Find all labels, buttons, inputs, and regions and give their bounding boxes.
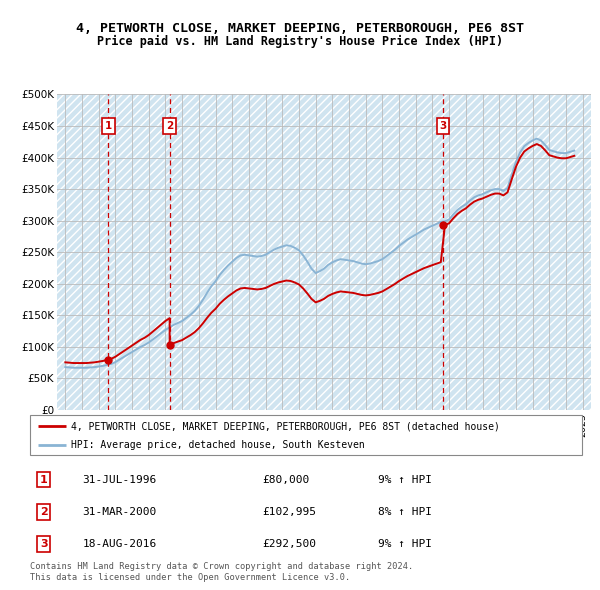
Text: 4, PETWORTH CLOSE, MARKET DEEPING, PETERBOROUGH, PE6 8ST: 4, PETWORTH CLOSE, MARKET DEEPING, PETER… bbox=[76, 22, 524, 35]
Text: 2: 2 bbox=[166, 121, 173, 131]
Text: 31-MAR-2000: 31-MAR-2000 bbox=[82, 507, 157, 517]
Text: £102,995: £102,995 bbox=[262, 507, 316, 517]
Text: 2: 2 bbox=[40, 507, 47, 517]
Text: 3: 3 bbox=[439, 121, 446, 131]
Text: 18-AUG-2016: 18-AUG-2016 bbox=[82, 539, 157, 549]
Text: 9% ↑ HPI: 9% ↑ HPI bbox=[378, 475, 432, 484]
Text: 1: 1 bbox=[40, 475, 47, 484]
Text: 31-JUL-1996: 31-JUL-1996 bbox=[82, 475, 157, 484]
Text: £292,500: £292,500 bbox=[262, 539, 316, 549]
Text: Price paid vs. HM Land Registry's House Price Index (HPI): Price paid vs. HM Land Registry's House … bbox=[97, 35, 503, 48]
Text: 8% ↑ HPI: 8% ↑ HPI bbox=[378, 507, 432, 517]
Text: 1: 1 bbox=[105, 121, 112, 131]
Text: 4, PETWORTH CLOSE, MARKET DEEPING, PETERBOROUGH, PE6 8ST (detached house): 4, PETWORTH CLOSE, MARKET DEEPING, PETER… bbox=[71, 421, 500, 431]
Text: HPI: Average price, detached house, South Kesteven: HPI: Average price, detached house, Sout… bbox=[71, 440, 365, 450]
Text: This data is licensed under the Open Government Licence v3.0.: This data is licensed under the Open Gov… bbox=[30, 573, 350, 582]
FancyBboxPatch shape bbox=[30, 415, 582, 455]
Text: Contains HM Land Registry data © Crown copyright and database right 2024.: Contains HM Land Registry data © Crown c… bbox=[30, 562, 413, 571]
Text: 9% ↑ HPI: 9% ↑ HPI bbox=[378, 539, 432, 549]
Text: 3: 3 bbox=[40, 539, 47, 549]
Text: £80,000: £80,000 bbox=[262, 475, 309, 484]
